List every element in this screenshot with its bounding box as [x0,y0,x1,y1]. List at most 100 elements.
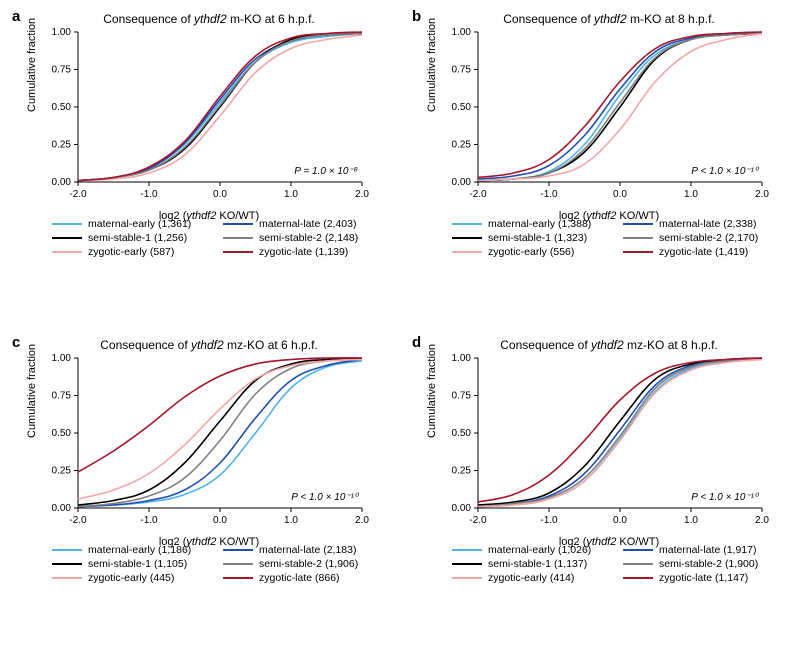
x-axis-label: log2 (ythdf2 KO/WT) [30,536,388,548]
svg-text:0.50: 0.50 [52,102,72,113]
legend-swatch [623,251,653,253]
svg-text:0.00: 0.00 [52,503,72,514]
svg-text:0.0: 0.0 [213,515,227,526]
svg-text:0.0: 0.0 [213,189,227,200]
legend-label: semi-stable-2 (2,148) [259,232,358,244]
legend-swatch [52,223,82,225]
panel-letter: b [412,8,421,25]
svg-text:0.75: 0.75 [452,391,472,402]
legend-swatch [623,223,653,225]
panel-d: d Cumulative fractionConsequence of ythdf… [412,334,788,642]
legend-item-semi-stable-2: semi-stable-2 (1,906) [223,558,378,570]
p-value: P = 1.0 × 10⁻⁸ [294,166,358,177]
legend-item-zygotic-early: zygotic-early (414) [452,572,607,584]
legend: maternal-early (1,361)maternal-late (2,4… [52,218,378,258]
legend-item-semi-stable-1: semi-stable-1 (1,105) [52,558,207,570]
svg-text:1.00: 1.00 [52,28,72,38]
p-value: P < 1.0 × 10⁻¹⁰ [291,492,360,503]
p-value: P < 1.0 × 10⁻¹⁰ [691,492,760,503]
svg-text:0.0: 0.0 [613,189,627,200]
series-semi-stable-1 [78,358,362,505]
svg-text:2.0: 2.0 [755,189,769,200]
legend-label: zygotic-late (1,147) [659,572,748,584]
legend: maternal-early (1,388)maternal-late (2,3… [452,218,778,258]
legend-swatch [223,549,253,551]
legend-swatch [452,549,482,551]
legend-item-semi-stable-2: semi-stable-2 (2,170) [623,232,778,244]
figure: aCumulative fractionConsequence of ythdf… [0,0,800,650]
svg-text:2.0: 2.0 [755,515,769,526]
legend-item-semi-stable-1: semi-stable-1 (1,137) [452,558,607,570]
plot-area: Cumulative fractionConsequence of ythdf2… [30,338,388,538]
svg-text:0.25: 0.25 [452,140,472,151]
legend-swatch [223,251,253,253]
legend-label: semi-stable-1 (1,137) [488,558,587,570]
legend-item-semi-stable-2: semi-stable-2 (2,148) [223,232,378,244]
svg-text:0.75: 0.75 [52,65,72,76]
chart-svg: 0.000.250.500.751.00-2.0-1.00.01.02.0P <… [430,354,770,534]
series-zygotic-early [478,360,762,507]
legend-swatch [223,577,253,579]
plot-area: Cumulative fractionConsequence of ythdf2… [430,338,788,538]
legend: maternal-early (1,026)maternal-late (1,9… [452,544,778,584]
series-maternal-early [478,360,762,507]
series-zygotic-late [478,32,762,178]
panel-grid: aCumulative fractionConsequence of ythdf… [12,8,788,642]
svg-text:2.0: 2.0 [355,515,369,526]
legend-item-semi-stable-1: semi-stable-1 (1,323) [452,232,607,244]
legend-label: zygotic-late (1,419) [659,246,748,258]
svg-text:1.0: 1.0 [684,515,698,526]
svg-text:0.75: 0.75 [52,391,72,402]
legend-label: zygotic-early (556) [488,246,574,258]
legend-item-zygotic-late: zygotic-late (1,139) [223,246,378,258]
legend-swatch [623,577,653,579]
svg-text:0.50: 0.50 [452,428,472,439]
svg-text:-1.0: -1.0 [140,189,158,200]
svg-text:0.25: 0.25 [52,466,72,477]
svg-text:1.0: 1.0 [684,189,698,200]
svg-text:0.50: 0.50 [452,102,472,113]
legend-swatch [52,577,82,579]
chart-title: Consequence of ythdf2 mz-KO at 8 h.p.f. [430,338,788,352]
legend-swatch [52,237,82,239]
panel-letter: d [412,334,421,351]
chart-title: Consequence of ythdf2 m-KO at 8 h.p.f. [430,12,788,26]
svg-text:-2.0: -2.0 [469,189,487,200]
series-semi-stable-1 [478,34,762,181]
svg-text:1.00: 1.00 [452,28,472,38]
legend-label: zygotic-late (1,139) [259,246,348,258]
legend-label: semi-stable-2 (1,900) [659,558,758,570]
legend-swatch [452,251,482,253]
panel-b: b Cumulative fractionConsequence of ythdf… [412,8,788,316]
svg-text:0.00: 0.00 [52,177,72,188]
y-axis-label: Cumulative fraction [426,344,438,438]
legend-label: semi-stable-2 (1,906) [259,558,358,570]
y-axis-label: Cumulative fraction [26,18,38,112]
svg-text:1.0: 1.0 [284,189,298,200]
legend-label: semi-stable-1 (1,323) [488,232,587,244]
legend-label: semi-stable-2 (2,170) [659,232,758,244]
chart-title: Consequence of ythdf2 mz-KO at 6 h.p.f. [30,338,388,352]
legend-item-zygotic-early: zygotic-early (445) [52,572,207,584]
svg-text:1.00: 1.00 [52,354,72,364]
panel-a: aCumulative fractionConsequence of ythdf… [12,8,388,316]
legend-label: zygotic-early (414) [488,572,574,584]
panel-letter: c [12,334,20,351]
legend-item-semi-stable-1: semi-stable-1 (1,256) [52,232,207,244]
legend-label: semi-stable-1 (1,256) [88,232,187,244]
x-axis-label: log2 (ythdf2 KO/WT) [430,536,788,548]
svg-text:1.00: 1.00 [452,354,472,364]
legend-swatch [223,223,253,225]
svg-text:0.00: 0.00 [452,503,472,514]
svg-text:-1.0: -1.0 [540,189,558,200]
series-semi-stable-2 [478,360,762,507]
legend-swatch [623,563,653,565]
svg-text:-2.0: -2.0 [69,515,87,526]
legend-item-zygotic-late: zygotic-late (1,147) [623,572,778,584]
plot-area: Cumulative fractionConsequence of ythdf2… [430,12,788,212]
legend-swatch [52,563,82,565]
chart-title: Consequence of ythdf2 m-KO at 6 h.p.f. [30,12,388,26]
series-maternal-late [78,360,362,507]
svg-text:0.0: 0.0 [613,515,627,526]
svg-text:-1.0: -1.0 [540,515,558,526]
